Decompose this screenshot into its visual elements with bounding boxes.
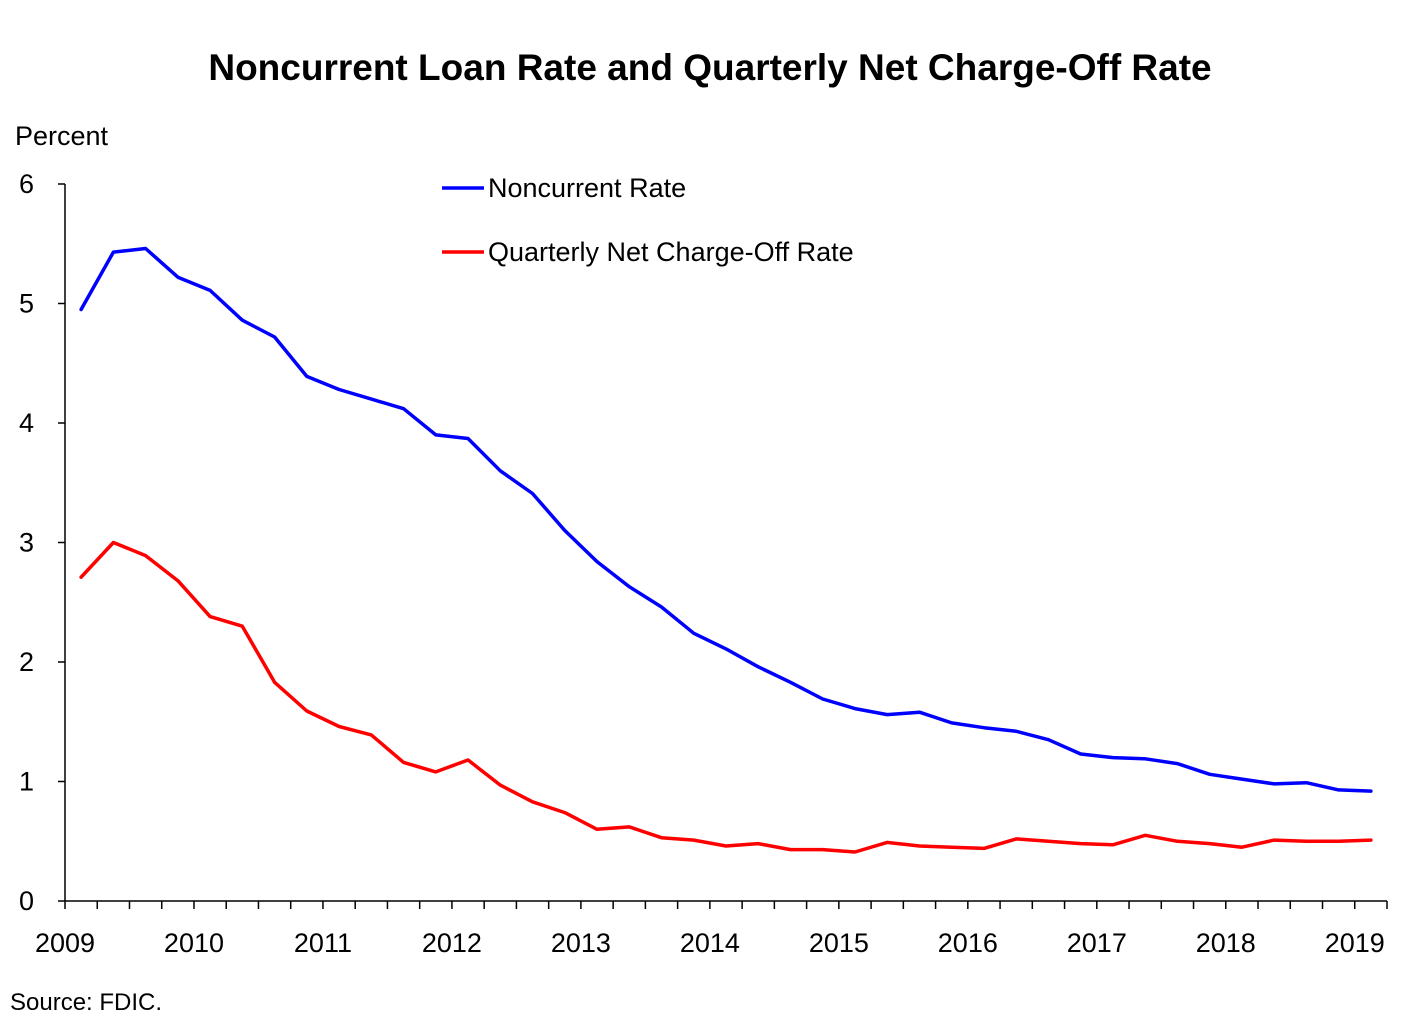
x-tick-label: 2016 bbox=[938, 928, 998, 958]
y-tick-label: 5 bbox=[19, 289, 34, 319]
y-tick-label: 2 bbox=[19, 647, 34, 677]
x-tick-label: 2014 bbox=[680, 928, 740, 958]
x-tick-label: 2012 bbox=[422, 928, 482, 958]
x-tick-label: 2017 bbox=[1067, 928, 1127, 958]
y-tick-label: 4 bbox=[19, 408, 34, 438]
x-tick-label: 2011 bbox=[294, 928, 352, 958]
y-tick-label: 3 bbox=[19, 528, 34, 558]
chart-title: Noncurrent Loan Rate and Quarterly Net C… bbox=[208, 47, 1211, 88]
plot-area: 0 1 2 3 4 5 6 2009 2010 2011 2012 2013 2014 2015 2016 2… bbox=[19, 169, 1388, 958]
legend-label-noncurrent-rate: Noncurrent Rate bbox=[488, 173, 686, 203]
x-tick-label: 2009 bbox=[35, 928, 95, 958]
series-line-net-charge-off-rate bbox=[79, 540, 1373, 854]
y-tick-label: 0 bbox=[19, 886, 34, 916]
y-tick-label: 6 bbox=[19, 169, 34, 199]
x-tick-label: 2013 bbox=[551, 928, 611, 958]
x-tick-label: 2018 bbox=[1196, 928, 1256, 958]
legend: Noncurrent Rate Quarterly Net Charge-Off… bbox=[442, 173, 854, 267]
y-tick-label: 1 bbox=[19, 767, 34, 797]
x-tick-label: 2019 bbox=[1325, 928, 1385, 958]
x-tick-label: 2015 bbox=[809, 928, 869, 958]
y-axis-label: Percent bbox=[15, 121, 109, 151]
series-line-noncurrent-rate bbox=[79, 246, 1373, 793]
legend-label-net-charge-off-rate: Quarterly Net Charge-Off Rate bbox=[488, 237, 854, 267]
x-tick-label: 2010 bbox=[164, 928, 224, 958]
source-note: Source: FDIC. bbox=[10, 989, 162, 1016]
